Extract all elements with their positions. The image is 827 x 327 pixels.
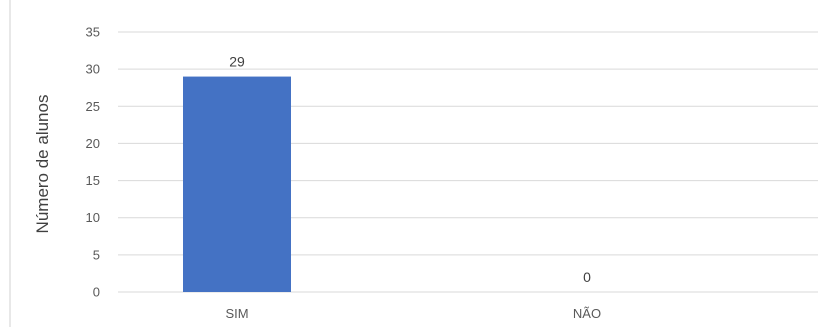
- bars: [183, 76, 291, 292]
- y-tick-label: 0: [93, 285, 100, 300]
- y-tick-label: 5: [93, 247, 100, 262]
- y-tick-label: 25: [86, 99, 100, 114]
- data-label: 0: [583, 269, 591, 285]
- y-tick-label: 20: [86, 136, 100, 151]
- y-tick-label: 30: [86, 62, 100, 77]
- y-axis-title: Número de alunos: [33, 95, 52, 234]
- y-tick-labels: 0 5 10 15 20 25 30 35: [86, 25, 100, 300]
- x-tick-label: SIM: [225, 306, 248, 321]
- bar-sim: [183, 76, 291, 292]
- x-tick-label: NÃO: [573, 306, 601, 321]
- y-tick-label: 10: [86, 210, 100, 225]
- data-label: 29: [229, 54, 245, 70]
- y-tick-label: 35: [86, 25, 100, 40]
- y-tick-label: 15: [86, 173, 100, 188]
- x-tick-labels: SIM NÃO: [225, 306, 601, 321]
- data-labels: 29 0: [229, 54, 591, 285]
